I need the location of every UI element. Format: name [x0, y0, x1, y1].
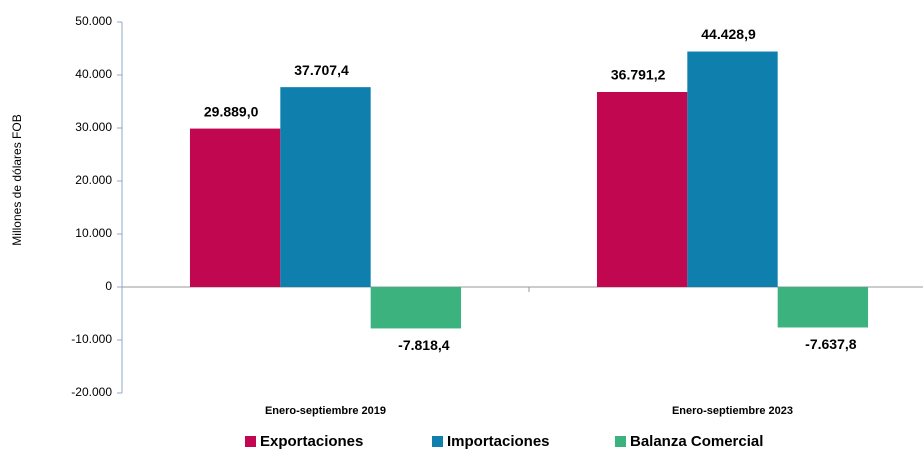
y-tick-label: 40.000: [75, 67, 112, 81]
value-label: -7.818,4: [398, 337, 450, 353]
legend-label: Balanza Comercial: [630, 433, 763, 449]
y-tick-label: 10.000: [75, 226, 112, 240]
value-label: -7.637,8: [805, 336, 857, 352]
y-tick-label: 30.000: [75, 120, 112, 134]
y-tick-label: -20.000: [71, 385, 112, 399]
bar: [370, 287, 462, 329]
legend-label: Importaciones: [447, 433, 550, 449]
legend-swatch: [245, 436, 256, 447]
bar: [280, 87, 371, 287]
legend-swatch: [432, 436, 443, 447]
bar: [189, 128, 281, 287]
legend-swatch: [615, 436, 626, 447]
value-label: 29.889,0: [204, 103, 259, 119]
value-label: 37.707,4: [294, 62, 349, 78]
legend-label: Exportaciones: [260, 433, 363, 449]
y-axis-label: Millones de dólares FOB: [10, 114, 24, 245]
bar: [596, 92, 688, 287]
bar: [777, 287, 869, 328]
x-tick-label: Enero-septiembre 2023: [672, 405, 793, 417]
y-tick-label: 20.000: [75, 173, 112, 187]
y-tick-label: -10.000: [71, 332, 112, 346]
y-tick-label: 0: [105, 279, 112, 293]
x-tick-label: Enero-septiembre 2019: [265, 405, 386, 417]
y-tick-label: 50.000: [75, 14, 112, 28]
bar: [687, 51, 778, 288]
value-label: 36.791,2: [611, 67, 666, 83]
value-label: 44.428,9: [701, 26, 756, 42]
